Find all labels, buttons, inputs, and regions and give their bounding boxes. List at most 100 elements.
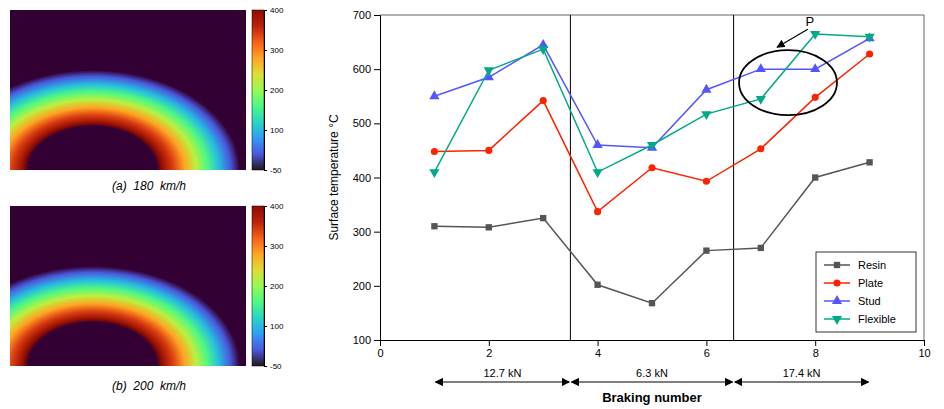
series-point <box>812 174 818 180</box>
x-tick-label: 8 <box>813 347 819 359</box>
y-tick-mark <box>374 123 380 124</box>
series-point <box>485 147 492 154</box>
section-label: 6.3 kN <box>636 367 668 379</box>
colorbar-tick-mark <box>264 50 267 51</box>
divider <box>570 15 571 340</box>
legend-marker <box>833 279 840 286</box>
sections: 12.7 kN6.3 kN17.4 kN <box>435 367 868 382</box>
series-point <box>866 50 873 57</box>
y-tick-mark <box>374 178 380 179</box>
colorbar-tick-mark <box>264 170 267 171</box>
x-axis-title: Braking number <box>602 390 702 405</box>
legend-marker <box>834 262 840 268</box>
colorbar-axis-line <box>265 11 268 171</box>
colorbar-tick: 100 <box>264 322 284 331</box>
frame-line <box>380 15 924 16</box>
x-tick-mark <box>598 340 599 346</box>
colorbar-tick-label: 400 <box>270 202 284 211</box>
colorbar-axis-line <box>265 207 268 367</box>
series <box>429 32 874 150</box>
series-point <box>703 247 709 253</box>
series-point <box>594 208 601 215</box>
series-point <box>757 145 764 152</box>
legend-label: Plate <box>858 277 883 289</box>
series-point <box>431 148 438 155</box>
x-axis: 0 2 4 6 8 10 <box>377 340 930 359</box>
x-tick-mark <box>924 340 925 346</box>
colorbar-tick-mark <box>264 90 267 91</box>
x-tick-label: 0 <box>377 347 383 359</box>
series-point <box>540 215 546 221</box>
section-arrow <box>735 381 869 382</box>
x-tick-mark <box>815 340 816 346</box>
colorbar-tick: 200 <box>264 86 284 95</box>
y-axis: 100200300400500600700 <box>353 9 381 346</box>
x-tick-label: 6 <box>704 347 710 359</box>
thermal-image <box>10 206 246 366</box>
colorbar-axis: -50100200300400 <box>264 202 284 371</box>
legend-item: Flexible <box>824 313 896 325</box>
colorbar-tick: 100 <box>264 126 284 135</box>
colorbar-tick-label: 200 <box>270 282 284 291</box>
series-point <box>701 84 711 93</box>
colorbar-tick-label: 300 <box>270 46 284 55</box>
series-point <box>429 169 439 178</box>
series-line <box>434 38 869 147</box>
series-point <box>701 111 711 120</box>
series-point <box>593 139 603 148</box>
y-tick-label: 500 <box>353 117 371 129</box>
series <box>429 31 874 178</box>
colorbar-tick-mark <box>264 366 267 367</box>
x-tick-label: 2 <box>486 347 492 359</box>
series-point <box>758 245 764 251</box>
frame-line <box>924 15 925 340</box>
x-tick: 6 <box>704 340 710 359</box>
y-tick-mark <box>374 286 380 287</box>
legend-item: Resin <box>824 259 886 271</box>
series-point <box>812 94 819 101</box>
divider <box>733 15 734 340</box>
series-line <box>434 54 869 212</box>
y-tick-label: 300 <box>353 226 371 238</box>
y-tick: 100 <box>353 334 380 346</box>
y-tick: 300 <box>353 226 380 238</box>
series-point <box>429 90 439 99</box>
x-tick: 4 <box>595 340 601 359</box>
x-tick: 10 <box>918 340 930 359</box>
colorbar-axis: -50100200300400 <box>264 6 284 175</box>
series-point <box>756 63 766 72</box>
y-axis-line <box>374 16 381 341</box>
series-point <box>756 96 766 105</box>
colorbar-tick: 300 <box>264 242 284 251</box>
colorbar-tick-label: 200 <box>270 86 284 95</box>
y-axis-title: Surface temperature °C <box>327 114 341 241</box>
legend: Resin Plate Stud Flexible <box>816 252 916 332</box>
series-point <box>431 223 437 229</box>
x-tick-mark <box>489 340 490 346</box>
legend-label: Stud <box>858 295 881 307</box>
thermal-panel: -50100200300400(a) 180 km/h <box>10 6 284 193</box>
series-line <box>434 162 869 303</box>
colorbar-tick: 400 <box>264 6 284 15</box>
section-arrow <box>435 381 569 382</box>
colorbar-tick-mark <box>264 286 267 287</box>
y-tick-mark <box>374 232 380 233</box>
y-tick-label: 700 <box>353 9 371 21</box>
legend-marker <box>832 316 842 325</box>
y-tick-mark <box>374 15 380 16</box>
y-tick-label: 100 <box>353 334 371 346</box>
colorbar-tick: 200 <box>264 282 284 291</box>
legend-box <box>816 252 916 332</box>
series <box>431 159 873 306</box>
legend-label: Flexible <box>858 313 896 325</box>
x-tick-label: 4 <box>595 347 601 359</box>
series-point <box>594 282 600 288</box>
series-point <box>649 300 655 306</box>
annotation-arrow <box>777 29 808 47</box>
x-tick-label: 10 <box>918 347 930 359</box>
series-point <box>484 67 494 76</box>
annotation-label: P <box>805 14 814 29</box>
colorbar-tick: 400 <box>264 202 284 211</box>
series-point <box>593 169 603 178</box>
colorbar-tick-label: 100 <box>270 126 284 135</box>
